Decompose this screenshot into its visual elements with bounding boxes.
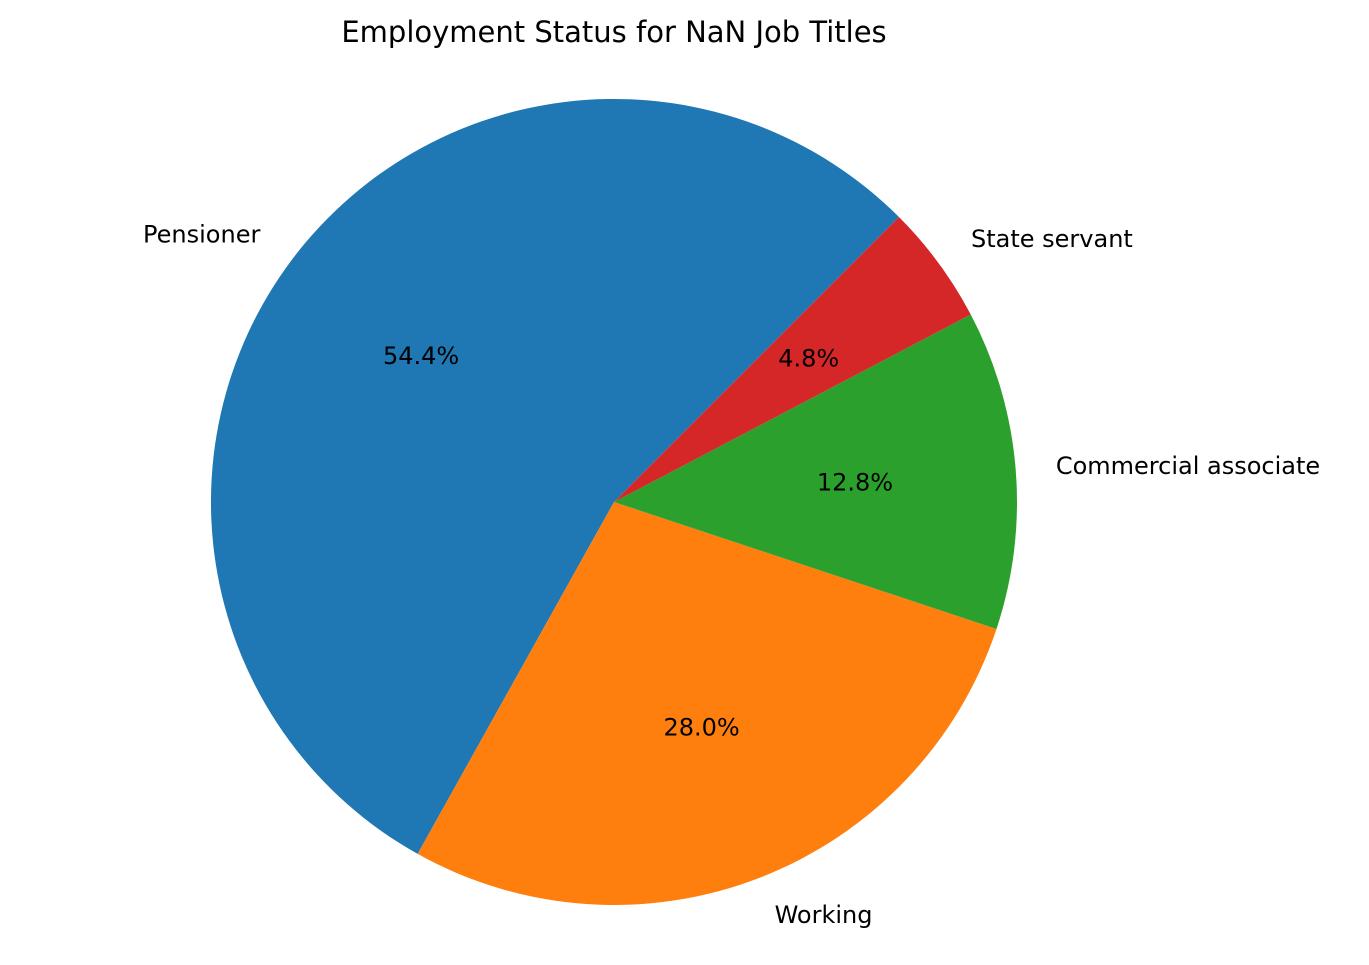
slice-label-commercial-associate: Commercial associate xyxy=(1056,452,1320,480)
pie-slices xyxy=(210,98,1018,905)
pie-slice-state-servant xyxy=(614,217,971,503)
pie-slice-commercial-associate xyxy=(614,314,1018,629)
slice-label-working: Working xyxy=(775,901,873,929)
pie-labels: Pensioner 54.4% Working 28.0% Commercial ass… xyxy=(143,221,1320,929)
slice-label-pensioner: Pensioner xyxy=(143,221,260,249)
slice-percent-state-servant: 4.8% xyxy=(778,345,839,373)
pie-slice-working xyxy=(417,502,997,905)
slice-label-state-servant: State servant xyxy=(971,225,1133,253)
slice-percent-working: 28.0% xyxy=(663,713,739,741)
slice-percent-commercial-associate: 12.8% xyxy=(817,468,893,496)
pie-slice-pensioner xyxy=(210,98,899,854)
chart-title: Employment Status for NaN Job Titles xyxy=(341,15,886,49)
slice-percent-pensioner: 54.4% xyxy=(383,342,459,370)
